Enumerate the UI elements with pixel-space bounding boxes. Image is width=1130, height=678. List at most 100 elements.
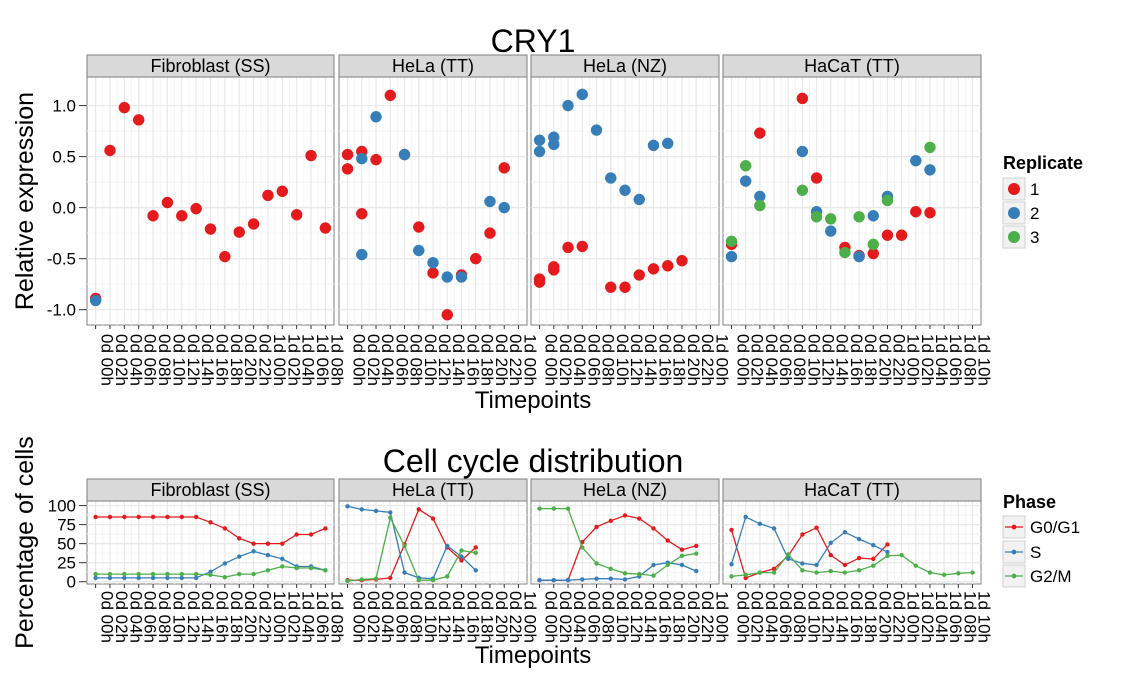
data-point (842, 530, 848, 535)
y-tick-label: 0.5 (52, 148, 76, 167)
data-point (856, 536, 862, 542)
data-point (455, 271, 468, 283)
legend-marker (1011, 573, 1017, 579)
data-point (956, 571, 961, 576)
facet-label: Fibroblast (SS) (150, 56, 270, 76)
data-point (800, 532, 805, 537)
legend-label: 2 (1030, 204, 1039, 223)
data-point (93, 575, 98, 581)
series-3 (725, 141, 936, 259)
x-tick-label: 1d 08h (960, 334, 979, 386)
data-point (276, 185, 289, 198)
x-tick-label: 1d 00h (270, 334, 289, 386)
x-tick-label: 0d 12h (627, 591, 646, 643)
series-line (730, 516, 888, 566)
data-point (590, 124, 603, 136)
data-point (619, 281, 631, 293)
data-point (725, 235, 738, 248)
legend-label: 1 (1030, 180, 1039, 199)
x-tick-label: 0d 04h (762, 334, 781, 386)
x-tick-label: 0d 18h (861, 334, 880, 386)
data-point (484, 195, 496, 208)
facet-label: HeLa (NZ) (583, 56, 667, 76)
data-point (176, 210, 188, 222)
data-point (441, 271, 453, 283)
data-point (388, 510, 393, 515)
chart-title: CRY1 (491, 23, 576, 59)
data-point (679, 553, 685, 559)
data-point (222, 526, 228, 531)
data-point (107, 514, 113, 520)
x-tick-label: 1d 02h (918, 334, 937, 386)
data-point (222, 574, 228, 580)
data-point (359, 577, 364, 582)
data-point (743, 575, 748, 581)
series-line (539, 507, 697, 577)
data-point (594, 576, 599, 581)
data-point (881, 194, 894, 207)
data-point (308, 532, 314, 537)
facet-strip (722, 54, 982, 78)
data-point (179, 514, 184, 520)
data-point (107, 571, 113, 577)
data-point (247, 218, 260, 230)
data-point (867, 210, 880, 222)
x-tick-label: 0d 16h (655, 591, 674, 643)
series-line (347, 505, 477, 580)
x-tick-label: 0d 14h (833, 334, 852, 386)
data-point (473, 550, 478, 555)
data-point (416, 577, 421, 583)
data-point (810, 211, 823, 223)
data-point (924, 206, 936, 219)
data-point (533, 134, 546, 147)
data-point (633, 269, 645, 281)
legend-marker (1011, 549, 1017, 555)
data-point (537, 506, 542, 511)
x-tick-label: 0d 22h (256, 334, 275, 386)
data-point (430, 577, 436, 583)
data-point (814, 570, 819, 575)
series-2 (725, 145, 936, 263)
data-point (927, 570, 933, 575)
x-tick-label: 0d 02h (748, 591, 767, 643)
y-tick-label: 100 (48, 497, 76, 516)
x-tick-label: 1d 02h (284, 334, 303, 386)
x-tick-label: 1d 00h (712, 591, 731, 643)
data-point (757, 521, 763, 527)
x-tick-label: 1d 00h (520, 591, 539, 643)
x-tick-label: 0d 22h (889, 334, 908, 386)
x-tick-label: 0d 02h (112, 334, 131, 386)
data-point (824, 213, 837, 225)
data-point (445, 574, 450, 579)
data-point (941, 572, 947, 578)
x-tick-label: 0d 22h (698, 334, 717, 386)
x-axis-label: Timepoints (475, 387, 591, 414)
series-2 (533, 88, 674, 206)
x-tick-label: 0d 08h (790, 591, 809, 643)
y-tick-label: 50 (57, 535, 76, 554)
data-point (551, 506, 556, 511)
data-point (895, 229, 908, 241)
series-line (731, 553, 973, 578)
data-point (565, 506, 571, 511)
data-point (294, 565, 299, 571)
data-point (622, 577, 628, 582)
series-S (537, 560, 699, 583)
data-point (122, 575, 127, 581)
x-tick-label: 0d 14h (641, 334, 660, 386)
data-point (754, 199, 766, 212)
data-point (398, 148, 411, 161)
data-point (370, 153, 382, 166)
facet-strip (530, 54, 720, 78)
x-tick-label: 0d 18h (227, 334, 246, 386)
data-point (694, 568, 699, 574)
x-tick-label: 0d 18h (861, 591, 880, 643)
x-tick-label: 0d 14h (833, 591, 852, 643)
x-tick-label: 0d 08h (599, 334, 618, 386)
data-point (193, 575, 199, 581)
x-tick-label: 1d 06h (946, 591, 965, 643)
data-point (93, 514, 98, 520)
